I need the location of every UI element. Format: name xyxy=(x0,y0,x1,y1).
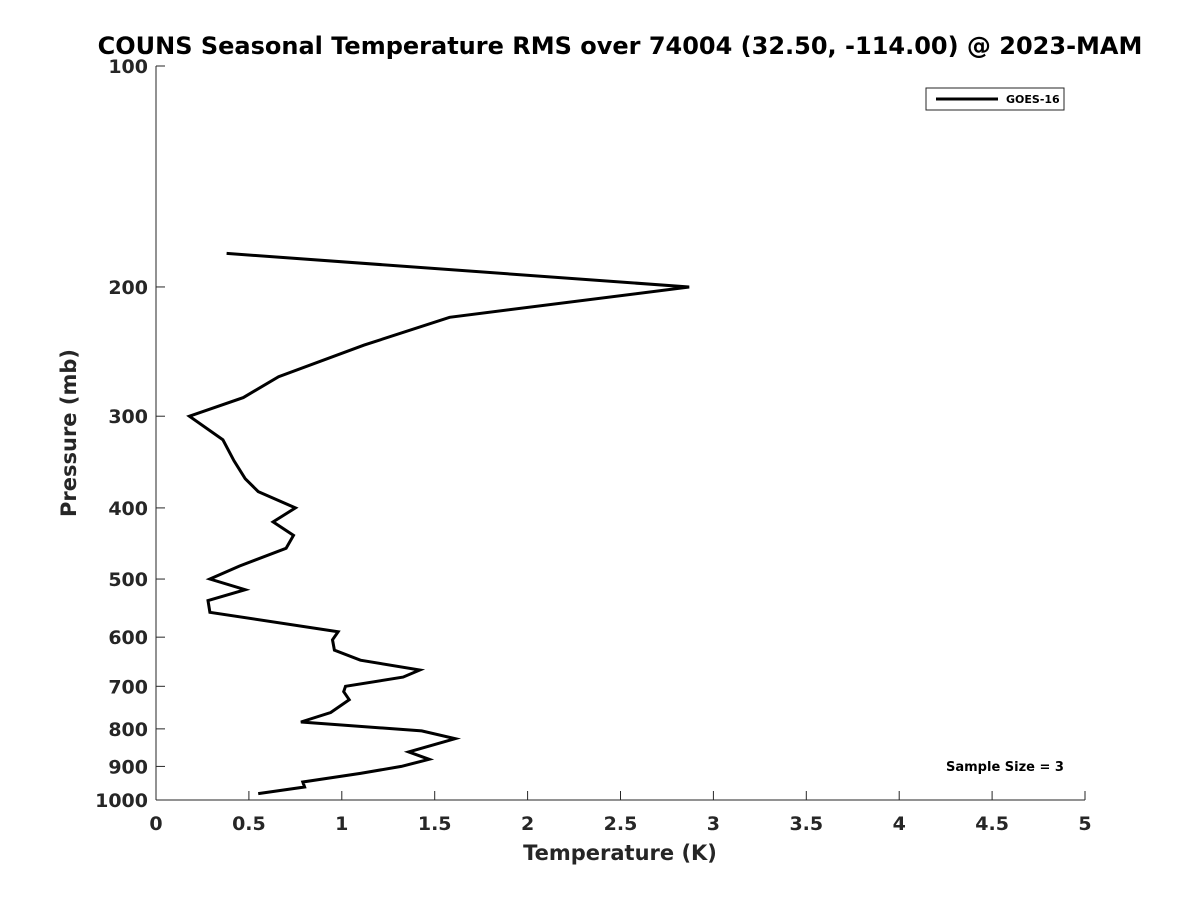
x-axis-ticks: 0 0.5 1 1.5 2 2.5 3 3.5 4 4.5 5 xyxy=(149,791,1092,835)
series-group xyxy=(186,251,690,796)
y-axis-label: Pressure (mb) xyxy=(57,349,81,517)
y-tick-label: 500 xyxy=(108,569,148,591)
series-line-goes-16 xyxy=(186,251,690,796)
x-axis-label: Temperature (K) xyxy=(523,841,717,865)
x-tick-label: 2.5 xyxy=(604,813,638,835)
legend-label-goes-16: GOES-16 xyxy=(1006,93,1060,106)
y-tick-label: 400 xyxy=(108,498,148,520)
y-tick-label: 200 xyxy=(108,277,148,299)
x-tick-label: 3 xyxy=(707,813,720,835)
sample-size-annotation: Sample Size = 3 xyxy=(946,760,1064,775)
legend: GOES-16 xyxy=(925,87,1065,111)
x-tick-label: 1 xyxy=(335,813,348,835)
y-axis-ticks: 100 200 300 400 500 600 700 800 900 1000 xyxy=(95,56,165,812)
y-tick-label: 100 xyxy=(108,56,148,78)
y-tick-label: 600 xyxy=(108,627,148,649)
x-tick-label: 4 xyxy=(893,813,906,835)
x-tick-label: 0 xyxy=(149,813,162,835)
y-tick-label: 900 xyxy=(108,756,148,778)
y-tick-label: 700 xyxy=(108,676,148,698)
y-tick-label: 800 xyxy=(108,719,148,741)
x-tick-label: 5 xyxy=(1078,813,1091,835)
chart-title: COUNS Seasonal Temperature RMS over 7400… xyxy=(98,32,1143,60)
plot-frame xyxy=(155,66,1085,801)
y-tick-label: 1000 xyxy=(95,790,148,812)
x-tick-label: 4.5 xyxy=(975,813,1009,835)
x-tick-label: 3.5 xyxy=(789,813,823,835)
x-tick-label: 2 xyxy=(521,813,534,835)
x-tick-label: 0.5 xyxy=(232,813,266,835)
x-tick-label: 1.5 xyxy=(418,813,452,835)
y-tick-label: 300 xyxy=(108,406,148,428)
